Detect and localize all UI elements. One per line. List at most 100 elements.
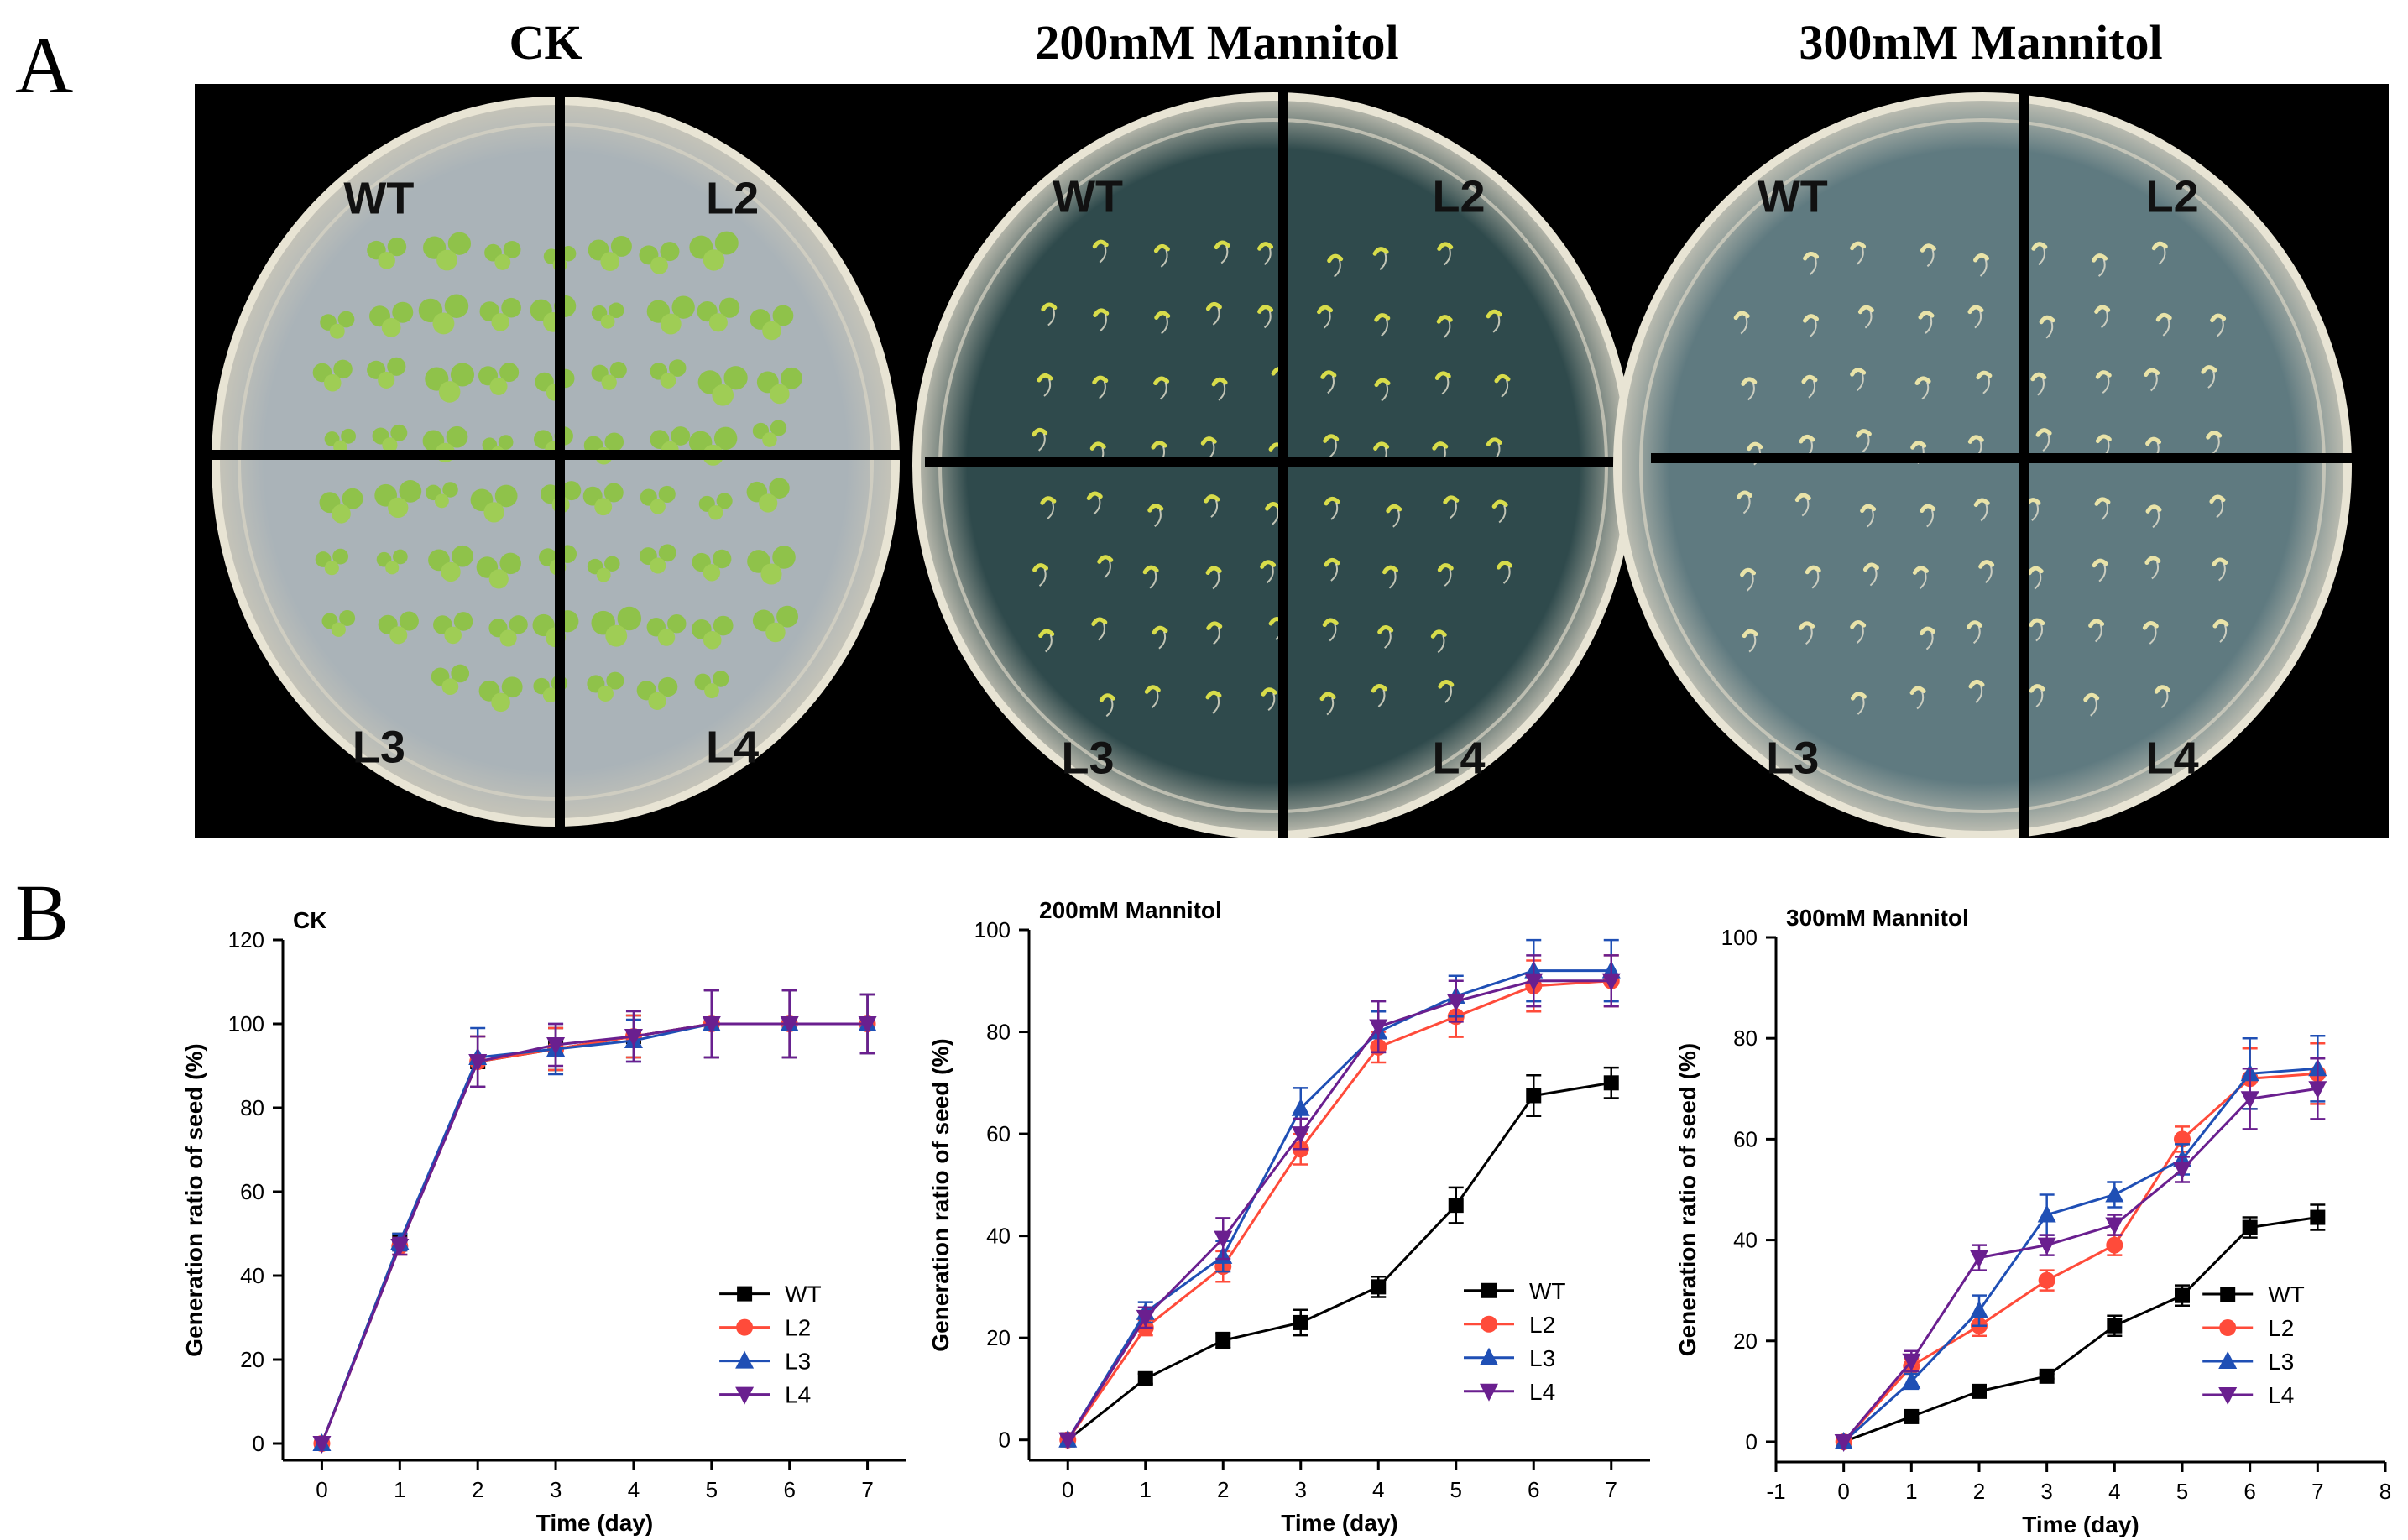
chart-title-300mm: 300mM Mannitol [1786,905,1969,931]
legend-marker-l3 [2218,1351,2238,1369]
series-l2 [1835,1041,2327,1450]
legend-marker-l4 [735,1386,755,1405]
seedling [600,252,620,271]
series-l2 [313,989,876,1452]
seedling [432,312,455,335]
data-point-wt [1526,1088,1542,1104]
seedling-root [1919,572,1927,590]
series-line-l2 [1067,979,1611,1441]
seedling [1205,301,1222,311]
series-l2 [1059,954,1620,1449]
seedling [759,493,778,513]
seedling [2145,436,2162,446]
seedling [494,254,511,270]
x-tick-label: 2 [1217,1477,1229,1502]
data-point-l2 [2174,1130,2191,1148]
panel-a-title-200mm: 200mM Mannitol [1035,15,1399,70]
seedling [776,605,798,628]
data-point-l3 [1601,960,1621,979]
seedling [435,493,449,509]
seedling [446,425,468,448]
seedling-root [1266,565,1274,584]
x-axis-label: Time (day) [536,1510,654,1536]
seedling [1205,566,1222,576]
seedling [658,676,678,697]
seedling [712,384,734,406]
series-wt [1060,1066,1619,1448]
legend-marker-l3 [735,1350,755,1369]
seedling [650,557,666,574]
data-point-l3 [468,1047,488,1065]
seedling-root [1327,375,1335,394]
seedling [2154,685,2170,694]
seedling [1973,498,1990,508]
data-point-l4 [390,1239,410,1256]
plate-label-l4: L4 [1432,733,1485,783]
seedling-root [1450,501,1457,519]
seedling-root [2038,247,2045,266]
seedling [1912,566,1929,575]
seedling [608,302,624,319]
seedling-root [1809,319,1817,337]
legend-label-l4: L4 [1529,1379,1555,1405]
data-point-wt [314,1436,330,1451]
x-tick-label: 1 [1140,1477,1152,1502]
panel-a-title-300mm: 300mM Mannitol [1799,15,2163,70]
seedling [501,297,521,318]
seedling-root [1437,635,1445,654]
seedling [1323,434,1340,443]
legend-label-l2: L2 [2268,1315,2294,1341]
seedling [333,359,353,379]
seedlings-200mm [1032,239,1513,718]
data-point-wt [1448,1198,1464,1214]
series-wt [314,989,875,1451]
seedling [2095,370,2112,379]
seedling [1320,370,1337,379]
seedling [483,502,504,523]
seedling-root [2207,370,2216,389]
seedling [1740,567,1757,577]
data-point-l3 [1446,986,1465,1004]
seedling [1200,436,1217,446]
series-line-l4 [1066,979,1611,1441]
seedling-root [1098,623,1105,641]
series-line-l3 [1842,1067,2318,1443]
series-line-wt [321,1022,868,1444]
legend-300mm: WT L2 L3 L4 [2202,1282,2305,1408]
seedling [606,671,624,690]
data-point-wt [1060,1432,1076,1448]
seedling [605,624,628,647]
seedling [704,683,719,699]
seedling [650,256,668,274]
data-point-l2 [391,1238,409,1255]
series-l4 [1834,1057,2327,1452]
seedling [594,498,613,516]
seedling [1261,687,1277,697]
seedling [509,615,528,634]
seedling-root [1093,497,1101,515]
seedling [781,367,802,389]
seedling-root [1100,314,1107,332]
seedling [382,437,398,453]
data-point-l2 [547,1041,565,1057]
seedling-root [2101,311,2108,329]
data-point-l3 [1214,1245,1233,1264]
seedling [1436,315,1453,324]
seedling [1801,374,1818,384]
seedling-root [1105,698,1114,718]
seedling [714,231,739,255]
seedling-root [1334,259,1341,278]
quadrant-divider-horizontal-ck [195,450,925,460]
seedling [671,295,695,319]
data-point-l4 [702,1016,721,1034]
seedling [503,241,521,258]
seedling-root [1975,685,1983,703]
y-tick-label: 80 [240,1095,264,1120]
seedling-root [2097,258,2106,277]
seedling-root [1501,379,1509,398]
seedling [1205,690,1222,700]
seedling [1382,565,1398,575]
data-point-l4 [1058,1432,1078,1450]
legend-200mm: WT L2 L3 L4 [1464,1278,1566,1405]
data-point-l4 [2308,1081,2327,1099]
